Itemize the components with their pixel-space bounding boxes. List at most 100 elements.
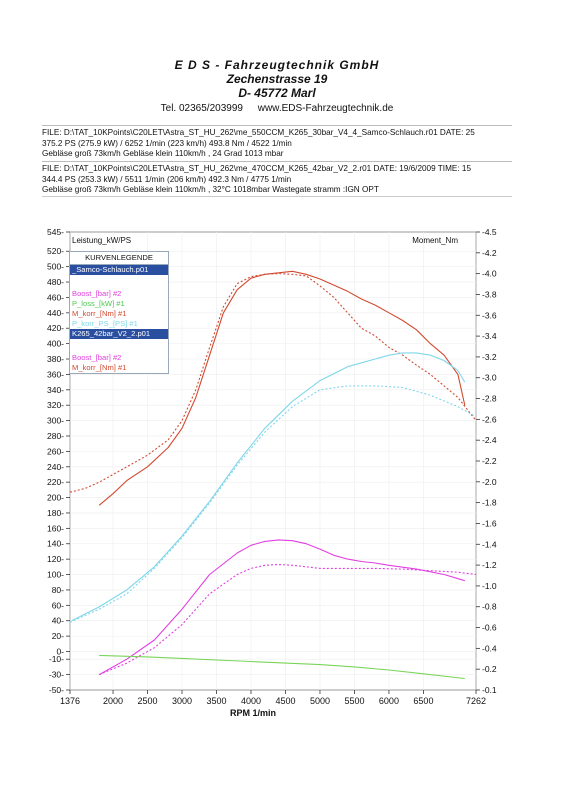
y-right-tick-label: -1.2 — [482, 560, 497, 570]
company-street: Zechenstrasse 19 — [226, 72, 328, 86]
y-left-tick-label: 440- — [47, 308, 64, 318]
y-left-tick-label: 140- — [47, 539, 64, 549]
series-line-2 — [71, 352, 466, 622]
y-left-tick-label: 320- — [47, 400, 64, 410]
run1-power: 375.2 PS (275.9 kW) / 6252 1/min (223 km… — [42, 138, 292, 148]
y-left-tick-label: 460- — [47, 292, 64, 302]
y-right-tick-label: -3.4 — [482, 331, 497, 341]
legend-ploss-1: P_loss_[kW] #1 — [72, 299, 125, 308]
legend-title: KURVENLEGENDE — [70, 252, 168, 265]
x-tick-label: 5500 — [344, 696, 364, 706]
y-left-tick-label: 240- — [47, 462, 64, 472]
y-left-tick-label: 380- — [47, 354, 64, 364]
run2-power: 344.4 PS (253.3 kW) / 5511 1/min (206 km… — [42, 174, 292, 184]
y-left-tick-label: 280- — [47, 431, 64, 441]
legend-mkorr-2: M_korr_[Nm] #1 — [72, 363, 127, 372]
y-right-tick-label: -4.2 — [482, 248, 497, 258]
y-right-tick-label: -0.8 — [482, 602, 497, 612]
y-right-tick-label: -4.0 — [482, 269, 497, 279]
y-left-tick-label: 120- — [47, 554, 64, 564]
y-right-tick-label: -2.8 — [482, 394, 497, 404]
y-left-tick-label: 520- — [47, 246, 64, 256]
x-tick-label: 3000 — [172, 696, 192, 706]
y-right-tick-label: -3.2 — [482, 352, 497, 362]
y-left-tick-label: 500- — [47, 262, 64, 272]
y-right-tick-label: -2.6 — [482, 414, 497, 424]
x-axis-label: RPM 1/min — [230, 708, 276, 718]
y-right-tick-label: -0.1 — [482, 685, 497, 695]
x-tick-label: 5000 — [310, 696, 330, 706]
y-left-tick-label: 220- — [47, 477, 64, 487]
y-right-tick-label: -3.8 — [482, 289, 497, 299]
letterhead: E D S - Fahrzeugtechnik GmbH Zechenstras… — [42, 58, 512, 115]
curve-legend: KURVENLEGENDE _Samco-Schlauch.p01 Boost_… — [69, 251, 169, 374]
left-axis-label: Leistung_kW/PS — [72, 236, 131, 245]
y-right-tick-label: -1.6 — [482, 518, 497, 528]
legend-boost-2: Boost_[bar] #2 — [72, 353, 122, 362]
company-contact: Tel. 02365/203999 www.EDS-Fahrzeugtechni… — [42, 102, 512, 115]
y-right-tick-label: -3.0 — [482, 373, 497, 383]
right-axis-label: Moment_Nm — [412, 236, 458, 245]
y-right-tick-label: -3.6 — [482, 310, 497, 320]
dyno-chart: -50- -30- -10-0- 20- 40- 60- 80- 100- 120- 140- 16… — [47, 227, 497, 718]
company-web: www.EDS-Fahrzeugtechnik.de — [257, 103, 394, 114]
x-tick-label: 3500 — [206, 696, 226, 706]
y-left-tick-label: 80- — [52, 585, 64, 595]
x-tick-label: 6000 — [379, 696, 399, 706]
run1-file: FILE: D:\TAT_10KPoints\C20LET\Astra_ST_H… — [42, 128, 475, 137]
y-left-tick-label: 420- — [47, 323, 64, 333]
company-name: E D S - Fahrzeugtechnik GmbH — [174, 58, 380, 72]
y-right-tick-label: -0.6 — [482, 623, 497, 633]
series-line-6 — [99, 654, 465, 680]
y-left-tick-label: 200- — [47, 493, 64, 503]
series-line-4 — [98, 539, 465, 676]
y-left-tick-label: 545- — [47, 227, 64, 237]
y-left-tick-label: 160- — [47, 523, 64, 533]
y-right-tick-label: -1.4 — [482, 539, 497, 549]
y-right-tick-label: -4.5 — [482, 227, 497, 237]
y-left-tick-label: 300- — [47, 416, 64, 426]
x-tick-label: 7262 — [466, 696, 486, 706]
legend-mkorr-1: M_korr_[Nm] #1 — [72, 309, 127, 318]
company-city: D- 45772 Marl — [238, 86, 316, 100]
company-tel: Tel. 02365/203999 — [160, 103, 243, 114]
run2-file: FILE: D:\TAT_10KPoints\C20LET\Astra_ST_H… — [42, 164, 472, 173]
y-right-tick-label: -0.2 — [482, 664, 497, 674]
legend-pkorr-1: P_korr_PS_[PS] #1 — [72, 319, 138, 328]
y-left-tick-label: 400- — [47, 339, 64, 349]
y-right-tick-label: -1.0 — [482, 581, 497, 591]
y-left-tick-label: 180- — [47, 508, 64, 518]
y-left-tick-label: 0- — [56, 647, 64, 657]
y-right-tick-label: -1.8 — [482, 498, 497, 508]
y-left-tick-label: 340- — [47, 385, 64, 395]
y-right-tick-label: -2.2 — [482, 456, 497, 466]
run1-info: FILE: D:\TAT_10KPoints\C20LET\Astra_ST_H… — [42, 125, 512, 160]
y-right-tick-label: -2.0 — [482, 477, 497, 487]
y-left-tick-label: 260- — [47, 446, 64, 456]
x-tick-label: 1376 — [60, 696, 80, 706]
x-tick-label: 4500 — [275, 696, 295, 706]
y-left-tick-label: 100- — [47, 570, 64, 580]
x-tick-label: 2500 — [138, 696, 158, 706]
series-line-5 — [98, 563, 477, 676]
y-right-tick-label: -0.4 — [482, 643, 497, 653]
run2-conditions: Gebläse groß 73km/h Gebläse klein 110km/… — [42, 185, 379, 194]
run2-info: FILE: D:\TAT_10KPoints\C20LET\Astra_ST_H… — [42, 161, 512, 196]
x-tick-label: 2000 — [103, 696, 123, 706]
y-left-tick-label: 360- — [47, 369, 64, 379]
y-right-tick-label: -2.4 — [482, 435, 497, 445]
run1-conditions: Gebläse groß 73km/h Gebläse klein 110km/… — [42, 149, 284, 158]
y-left-tick-label: -50- — [49, 685, 64, 695]
y-left-tick-label: 40- — [52, 616, 64, 626]
y-left-tick-label: -10- — [49, 654, 64, 664]
y-left-tick-label: 60- — [52, 600, 64, 610]
legend-boost-1: Boost_[bar] #2 — [72, 289, 122, 298]
info-divider — [42, 196, 512, 197]
series-line-0 — [98, 270, 466, 506]
y-left-tick-label: 480- — [47, 277, 64, 287]
x-tick-label: 4000 — [241, 696, 261, 706]
x-tick-label: 6500 — [413, 696, 433, 706]
legend-file-1: _Samco-Schlauch.p01 — [70, 265, 168, 275]
legend-file-2: K265_42bar_V2_2.p01 — [70, 329, 168, 339]
y-left-tick-label: 20- — [52, 631, 64, 641]
